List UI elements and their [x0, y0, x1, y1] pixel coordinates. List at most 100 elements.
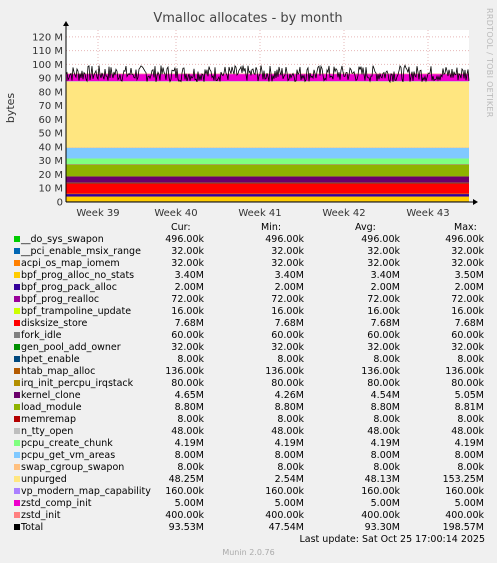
- legend-min-value: 8.00k: [277, 414, 304, 425]
- legend-row: irq_init_percpu_irqstack 80.00k 80.00k 80.0…: [0, 378, 497, 390]
- legend-swatch: [14, 524, 20, 530]
- legend-min-value: 5.00M: [274, 498, 304, 509]
- legend-avg-value: 48.13M: [364, 474, 400, 485]
- legend-row: pcpu_get_vm_areas 8.00M 8.00M 8.00M 8.00M: [0, 450, 497, 462]
- legend-cur-value: 32.00k: [171, 246, 204, 257]
- legend-row: acpi_os_map_iomem 32.00k 32.00k 32.00k 32.00…: [0, 258, 497, 270]
- legend-avg-value: 8.00k: [373, 462, 400, 473]
- legend-max-value: 4.19M: [454, 438, 484, 449]
- legend-row: bpf_prog_alloc_no_stats 3.40M 3.40M 3.40M 3.…: [0, 270, 497, 282]
- rrdtool-credit: RRDTOOL / TOBI OETIKER: [485, 8, 494, 118]
- legend-avg-value: 72.00k: [367, 294, 400, 305]
- legend-max-value: 160.00k: [445, 486, 484, 497]
- legend-label: zstd_init: [21, 510, 61, 521]
- legend-max-value: 8.00k: [457, 414, 484, 425]
- legend-cur-value: 48.25M: [168, 474, 204, 485]
- legend-label: htab_map_alloc: [21, 366, 96, 377]
- legend-cur-value: 16.00k: [171, 306, 204, 317]
- y-tick-label: 70 M: [38, 101, 63, 112]
- legend-max-value: 3.50M: [454, 270, 484, 281]
- legend-max-value: 32.00k: [451, 342, 484, 353]
- area-zstd_comp_init: [66, 74, 469, 82]
- legend-cur-value: 4.65M: [174, 390, 204, 401]
- y-tick-label: 30 M: [38, 156, 63, 167]
- legend-swatch: [14, 308, 20, 314]
- y-tick-label: 80 M: [38, 87, 63, 98]
- y-tick-label: 50 M: [38, 129, 63, 140]
- legend-swatch: [14, 428, 20, 434]
- legend-row: unpurged 48.25M 2.54M 48.13M 153.25M: [0, 474, 497, 486]
- legend-swatch: [14, 248, 20, 254]
- legend-cur-value: 93.53M: [168, 522, 204, 533]
- legend-swatch: [14, 488, 20, 494]
- legend-avg-value: 32.00k: [367, 342, 400, 353]
- legend-cur-value: 8.00k: [177, 462, 204, 473]
- legend-row: kernel_clone 4.65M 4.26M 4.54M 5.05M: [0, 390, 497, 402]
- legend-label: n_tty_open: [21, 426, 74, 437]
- legend-label: gen_pool_add_owner: [21, 342, 121, 353]
- area-bpf_prog_alloc_no_stats: [66, 196, 469, 202]
- legend-avg-value: 496.00k: [361, 234, 400, 245]
- legend-max-value: 16.00k: [451, 306, 484, 317]
- chart: Vmalloc allocates - by month bytes 0 10 M…: [4, 11, 478, 219]
- y-tick-label: 60 M: [38, 115, 63, 126]
- legend-cur-value: 160.00k: [165, 486, 204, 497]
- legend-min-value: 4.19M: [274, 438, 304, 449]
- stacked-areas: [66, 73, 469, 202]
- legend-swatch: [14, 272, 20, 278]
- legend-min-value: 80.00k: [271, 378, 304, 389]
- legend-min-value: 48.00k: [271, 426, 304, 437]
- legend-avg-value: 32.00k: [367, 258, 400, 269]
- legend-min-value: 160.00k: [265, 486, 304, 497]
- legend-avg-value: 32.00k: [367, 246, 400, 257]
- legend-min-value: 32.00k: [271, 342, 304, 353]
- legend-swatch: [14, 416, 20, 422]
- legend-min-value: 400.00k: [265, 510, 304, 521]
- legend-cur-value: 5.00M: [174, 498, 204, 509]
- y-tick-label: 20 M: [38, 170, 63, 181]
- total-line: [65, 64, 470, 84]
- legend-label: unpurged: [21, 474, 67, 485]
- legend-label: swap_cgroup_swapon: [21, 462, 125, 473]
- legend-row: htab_map_alloc 136.00k 136.00k 136.00k 136.0…: [0, 366, 497, 378]
- legend-max-value: 153.25M: [442, 474, 484, 485]
- legend-max-value: 32.00k: [451, 258, 484, 269]
- legend-row: gen_pool_add_owner 32.00k 32.00k 32.00k 32.0…: [0, 342, 497, 354]
- legend-avg-value: 2.00M: [370, 282, 400, 293]
- legend-max-value: 72.00k: [451, 294, 484, 305]
- y-axis-label: bytes: [4, 93, 17, 124]
- legend-min-value: 496.00k: [265, 234, 304, 245]
- legend-max-value: 8.00M: [454, 450, 484, 461]
- legend-row: bpf_prog_realloc 72.00k 72.00k 72.00k 72.00k: [0, 294, 497, 306]
- legend-row: swap_cgroup_swapon 8.00k 8.00k 8.00k 8.00k: [0, 462, 497, 474]
- legend-max-value: 48.00k: [451, 426, 484, 437]
- legend-avg-value: 48.00k: [367, 426, 400, 437]
- legend-label: bpf_prog_realloc: [21, 294, 100, 305]
- legend-min-value: 72.00k: [271, 294, 304, 305]
- legend-swatch: [14, 356, 20, 362]
- total-series-line: [65, 64, 470, 84]
- legend-cur-value: 400.00k: [165, 510, 204, 521]
- legend-swatch: [14, 380, 20, 386]
- legend-max-value: 8.00k: [457, 462, 484, 473]
- x-tick-label: Week 41: [238, 208, 281, 219]
- legend-min-value: 2.54M: [274, 474, 304, 485]
- y-tick-label: 90 M: [38, 74, 63, 85]
- legend-max-value: 32.00k: [451, 246, 484, 257]
- legend-label: pcpu_get_vm_areas: [21, 450, 116, 461]
- x-tick-label: Week 42: [322, 208, 365, 219]
- legend-label: bpf_prog_alloc_no_stats: [21, 270, 135, 281]
- legend-label: __do_sys_swapon: [21, 234, 104, 245]
- legend-label: load_module: [21, 402, 82, 413]
- legend-max-value: 60.00k: [451, 330, 484, 341]
- legend-swatch: [14, 344, 20, 350]
- legend-min-value: 60.00k: [271, 330, 304, 341]
- area-bpf_prog_pack_alloc: [66, 193, 469, 197]
- legend-swatch: [14, 368, 20, 374]
- area-pcpu_create_chunk: [66, 158, 469, 165]
- legend-max-value: 198.57M: [442, 522, 484, 533]
- legend-cur-value: 8.80M: [174, 402, 204, 413]
- footer: Munin 2.0.76: [222, 548, 275, 557]
- legend-label: Total: [21, 522, 44, 533]
- legend-max-value: 5.00M: [454, 498, 484, 509]
